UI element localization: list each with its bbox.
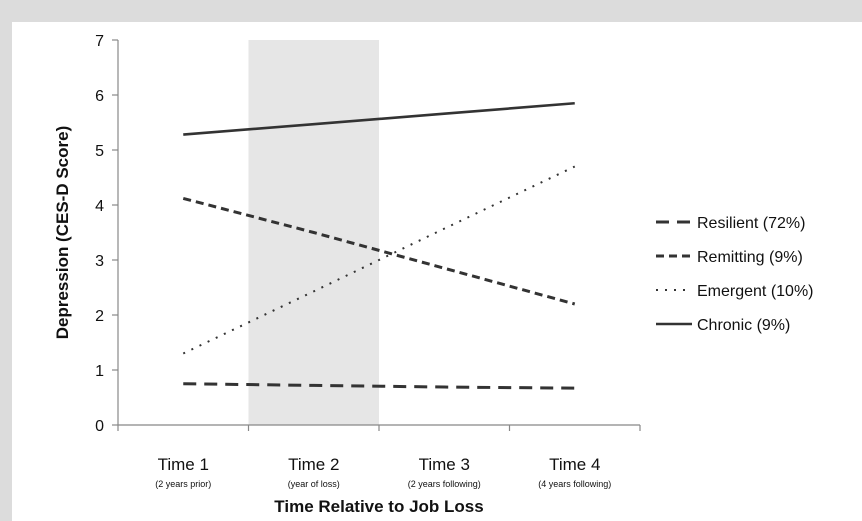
legend-label: Chronic (9%)	[697, 317, 790, 334]
y-tick-label: 7	[95, 33, 104, 50]
series-line-remitting	[182, 196, 576, 306]
background-top-band	[0, 0, 862, 22]
series-line-emergent	[182, 165, 576, 355]
y-tick-label: 2	[95, 308, 104, 325]
x-axis-title: Time Relative to Job Loss	[274, 497, 483, 516]
x-category-label: Time 2	[288, 455, 339, 474]
x-category-label: Time 1	[158, 455, 209, 474]
series-line-chronic	[183, 101, 575, 136]
x-category-label: Time 4	[549, 455, 600, 474]
y-tick-label: 0	[95, 418, 104, 435]
x-category-label: Time 3	[419, 455, 470, 474]
x-category-sublabel: (4 years following)	[538, 479, 611, 489]
series-line-resilient	[183, 382, 575, 390]
legend-label: Emergent (10%)	[697, 283, 814, 300]
legend-label: Remitting (9%)	[697, 249, 803, 266]
y-tick-label: 6	[95, 88, 104, 105]
x-category-sublabel: (year of loss)	[288, 479, 340, 489]
y-tick-label: 1	[95, 363, 104, 380]
legend: Resilient (72%) Remitting (9%) Emergent (1…	[656, 215, 814, 334]
background-left-band	[0, 0, 12, 521]
x-category-sublabel: (2 years following)	[408, 479, 481, 489]
y-tick-label: 5	[95, 143, 104, 160]
x-category-sublabel: (2 years prior)	[155, 479, 211, 489]
legend-label: Resilient (72%)	[697, 215, 805, 232]
y-axis-title: Depression (CES-D Score)	[53, 126, 72, 340]
y-tick-label: 3	[95, 253, 104, 270]
y-tick-label: 4	[95, 198, 104, 215]
